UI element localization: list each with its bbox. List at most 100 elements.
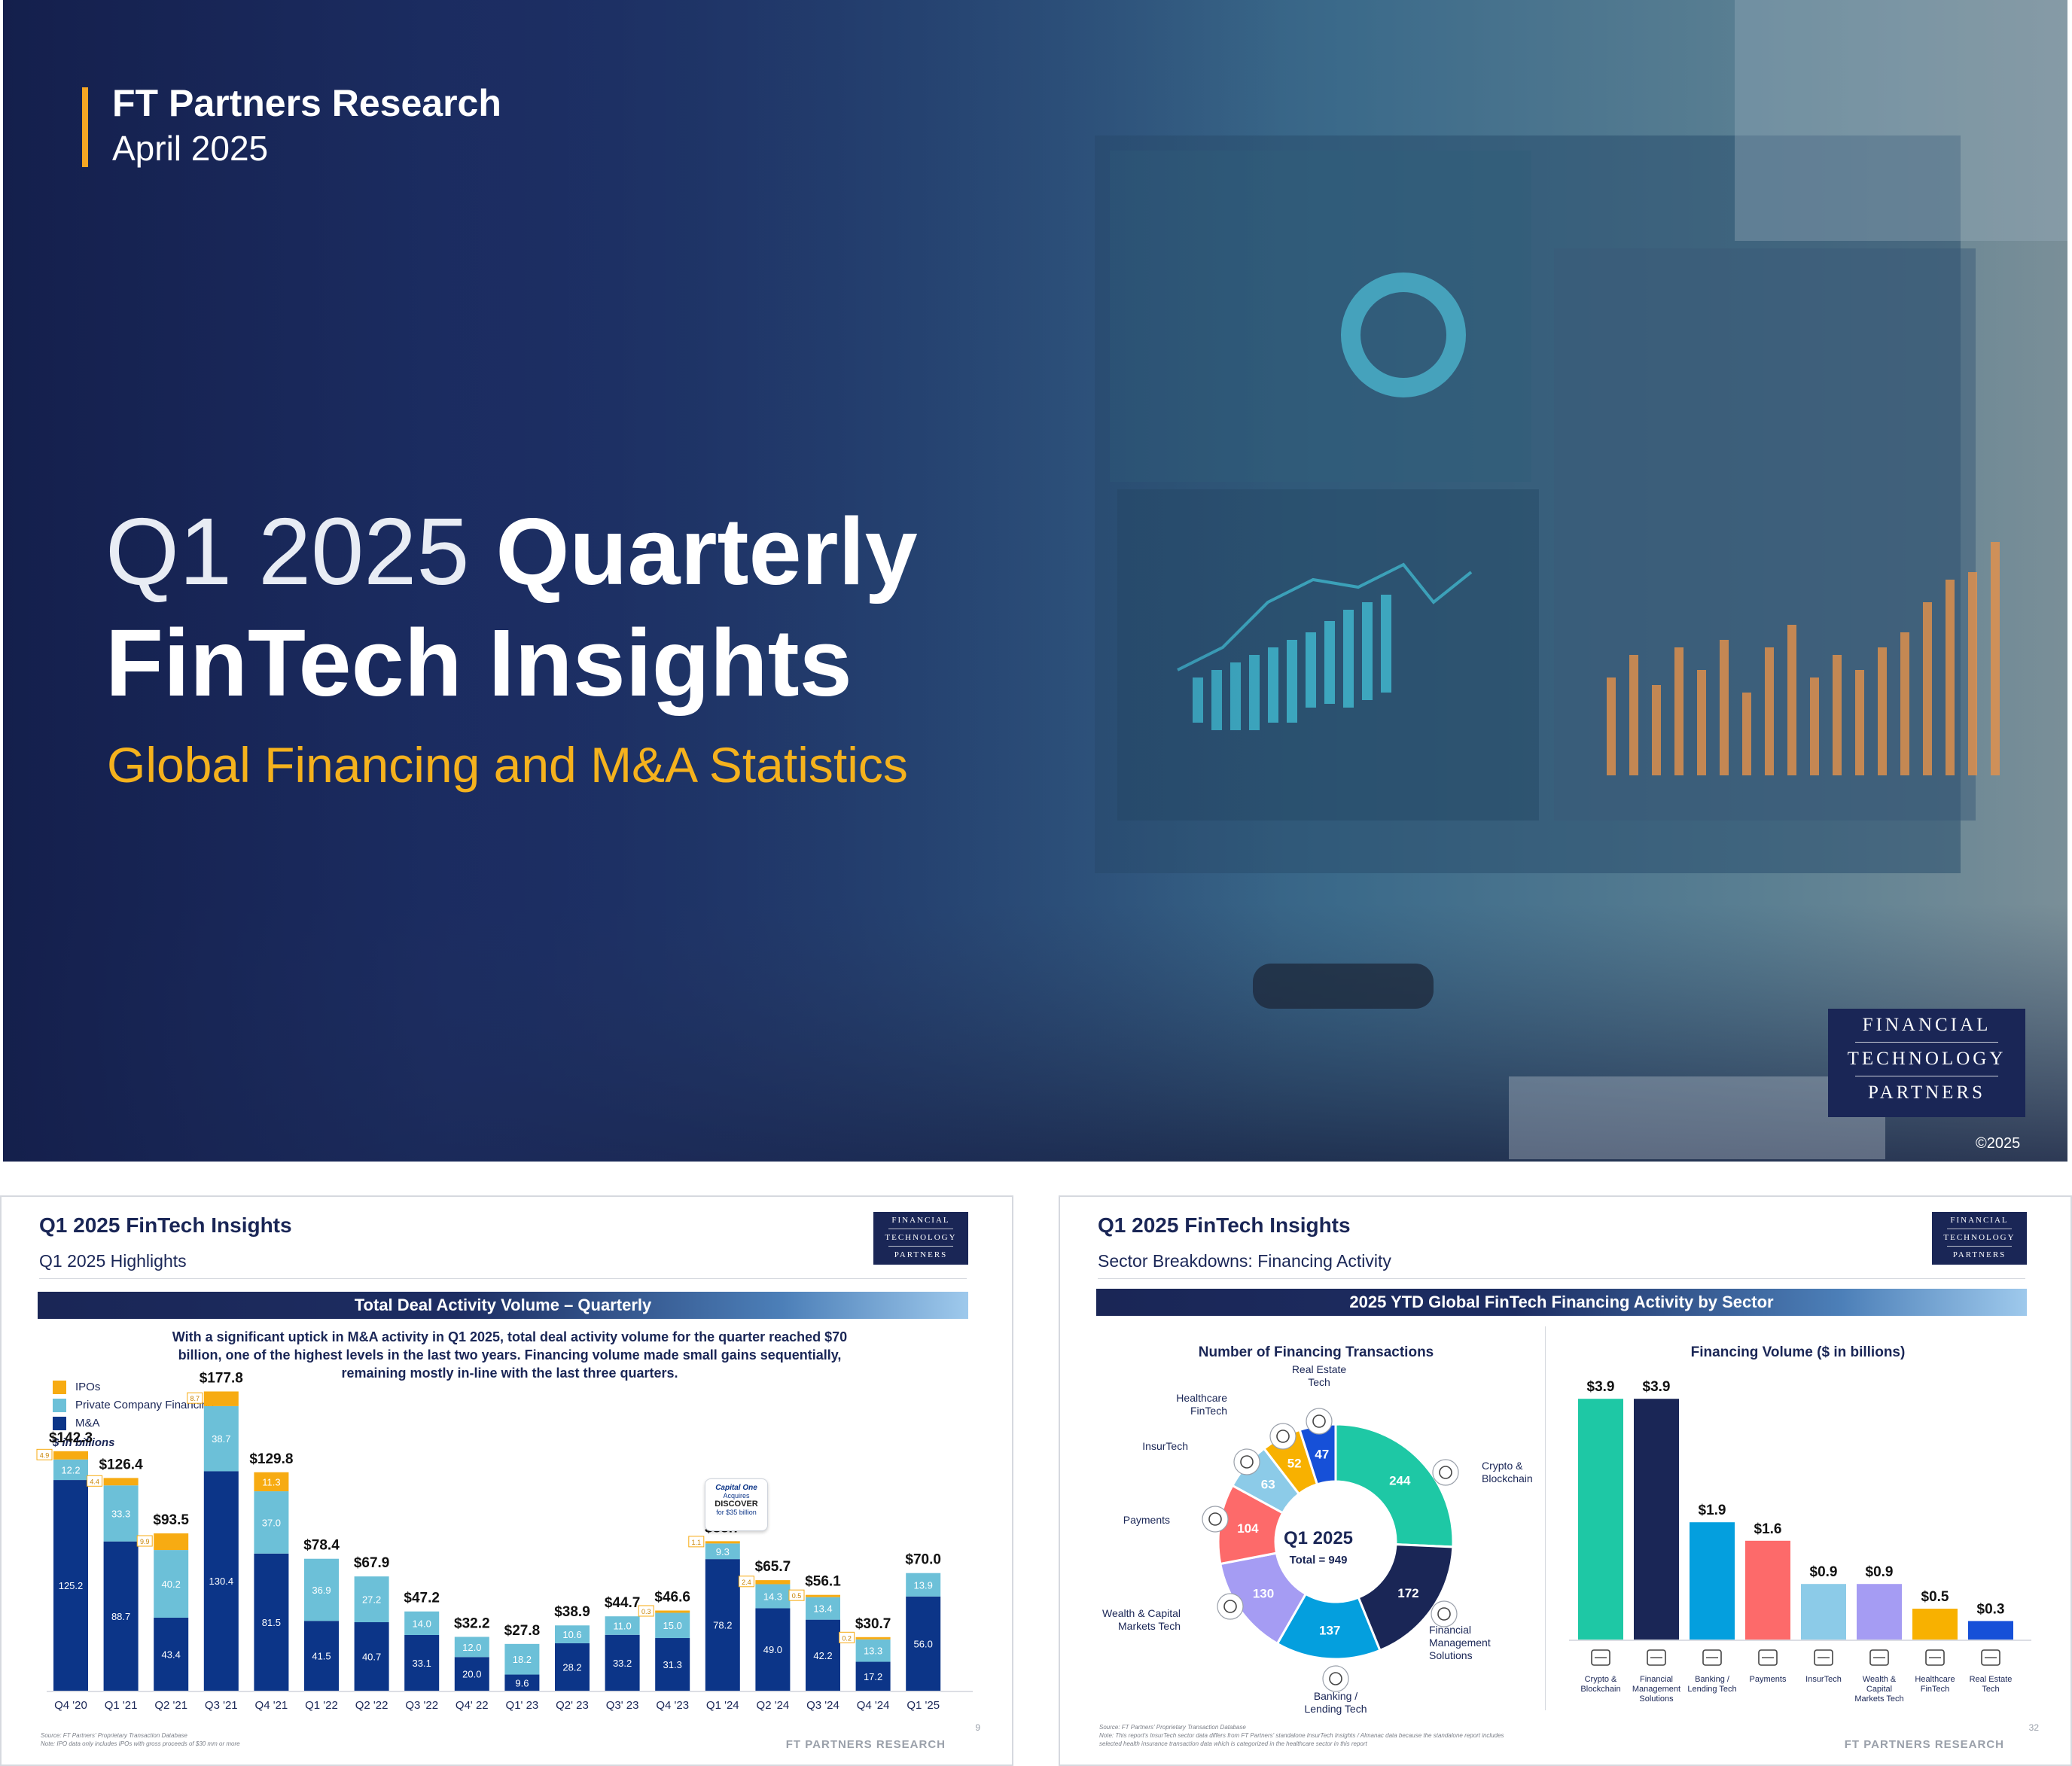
donut-category-label: InsurTech <box>1142 1440 1188 1452</box>
bar-segment-ipo <box>855 1637 891 1640</box>
x-tick-label: Q1' 23 <box>506 1699 539 1712</box>
cover-title-line1: Q1 2025 Quarterly <box>105 497 918 606</box>
sector-icon <box>1329 1672 1342 1685</box>
bar-label-ma: 28.2 <box>562 1661 581 1673</box>
cover-logo: FINANCIAL TECHNOLOGY PARTNERS <box>1828 1009 2025 1117</box>
cover-logo-line3: PARTNERS <box>1867 1082 1985 1103</box>
ipo-label-box <box>36 1448 53 1460</box>
bar-segment-ma <box>655 1638 690 1691</box>
bar-label-private: 14.3 <box>763 1591 782 1602</box>
bar-total-label: $32.2 <box>454 1615 490 1631</box>
bar-total-label: $93.5 <box>153 1512 189 1528</box>
sector-icon-circle <box>1233 1448 1260 1475</box>
sector-category-label: InsurTech <box>1805 1675 1842 1684</box>
donut-value-label: 244 <box>1389 1473 1411 1487</box>
bank-icon <box>1702 1649 1722 1666</box>
donut-value-label: 47 <box>1315 1447 1329 1461</box>
sector-category-label: Wealth & Capital Markets Tech <box>1854 1675 1903 1704</box>
bar-label-private: 27.2 <box>362 1594 381 1606</box>
financing-count-donut: 244 Crypto & Blockchain 172 Financial Managem… <box>1102 1363 1533 1715</box>
sector-bar <box>1634 1399 1679 1640</box>
bar-label-ma: 78.2 <box>713 1620 732 1631</box>
footnotes: Source: FT Partners' Proprietary Transac… <box>41 1731 240 1748</box>
x-tick-label: Q4 '24 <box>857 1699 890 1712</box>
sector-category-label: Healthcare FinTech <box>1915 1675 1955 1694</box>
bar-label-ipo: 0.5 <box>792 1592 802 1600</box>
footnote-source: Source: FT Partners' Proprietary Transac… <box>1099 1724 1246 1731</box>
legend-label: M&A <box>75 1417 100 1430</box>
x-tick-label: Q2' 23 <box>556 1699 589 1712</box>
slide-logo: FINANCIAL TECHNOLOGY PARTNERS <box>1932 1212 2027 1265</box>
slide-logo: FINANCIAL TECHNOLOGY PARTNERS <box>873 1212 968 1265</box>
sector-bar <box>1578 1399 1623 1640</box>
bar-total-label: $38.9 <box>554 1604 590 1620</box>
bar-label-ipo: 2.4 <box>742 1579 751 1586</box>
bar-segment-private <box>555 1625 590 1643</box>
donut-slice <box>1357 1543 1455 1652</box>
footnote-source: Source: FT Partners' Proprietary Transac… <box>41 1732 187 1739</box>
highlights-slide: Q1 2025 FinTech Insights Q1 2025 Highlig… <box>0 1195 1013 1766</box>
unit-label: $ in billions <box>53 1436 115 1449</box>
section-banner: 2025 YTD Global FinTech Financing Activi… <box>1096 1289 2027 1316</box>
bar-segment-ma <box>705 1559 740 1691</box>
bar-total-label: $56.1 <box>805 1574 841 1590</box>
bar-segment-ma <box>103 1541 139 1691</box>
slide-divider <box>1098 1278 2025 1279</box>
bar-segment-ma <box>555 1643 590 1691</box>
bar-label-ma: 43.4 <box>162 1649 181 1660</box>
sector-icon <box>1439 1466 1452 1479</box>
callout-verb: Acquires <box>723 1492 750 1500</box>
column-divider <box>1545 1326 1546 1710</box>
section-banner: Total Deal Activity Volume – Quarterly <box>38 1292 968 1319</box>
bar-segment-ipo <box>655 1610 690 1613</box>
highlight-line: billion, one of the highest levels in th… <box>178 1347 842 1363</box>
x-tick-label: Q1 '25 <box>906 1699 940 1712</box>
bar-label-ma: 125.2 <box>59 1580 84 1591</box>
legend-label: Private Company Financing <box>75 1399 215 1411</box>
ipo-label-box <box>788 1589 805 1601</box>
x-tick-label: Q3 '21 <box>205 1699 238 1712</box>
bar-segment-ma <box>855 1661 891 1691</box>
logo-line2: TECHNOLOGY <box>1943 1233 2016 1242</box>
donut-category-label: Crypto & Blockchain <box>1482 1460 1533 1484</box>
sector-category-label: Financial Management Solutions <box>1632 1675 1680 1704</box>
bar-label-ma: 88.7 <box>111 1611 130 1622</box>
slide-subtitle: Sector Breakdowns: Financing Activity <box>1098 1251 1391 1271</box>
x-tick-label: Q3' 23 <box>606 1699 639 1712</box>
bar-segment-private <box>404 1611 440 1635</box>
ipo-label-box <box>136 1535 153 1547</box>
bar-total-label: $177.8 <box>200 1370 243 1386</box>
sector-bar-value: $3.9 <box>1643 1379 1671 1395</box>
donut-slice <box>1334 1423 1455 1548</box>
bar-label-private: 40.2 <box>162 1579 181 1590</box>
logo-line1: FINANCIAL <box>1950 1216 2009 1225</box>
page-number: 32 <box>2028 1722 2039 1733</box>
cover-subtitle: Global Financing and M&A Statistics <box>107 737 908 793</box>
bar-label-private: 10.6 <box>562 1629 581 1640</box>
bar-heading: Financing Volume ($ in billions) <box>1690 1344 1906 1360</box>
heart-monitor-icon <box>1925 1649 1945 1666</box>
slide-divider <box>39 1278 967 1279</box>
footer-brand: FT PARTNERS RESEARCH <box>1844 1738 2004 1751</box>
bar-label-private: 38.7 <box>212 1433 230 1445</box>
logo-line2: TECHNOLOGY <box>885 1233 957 1242</box>
footnote-note: Note: IPO data only includes IPOs with g… <box>41 1740 240 1747</box>
bar-label-ipo: 0.3 <box>641 1608 651 1615</box>
x-tick-label: Q1 '21 <box>105 1699 138 1712</box>
bar-total-label: $142.3 <box>49 1430 93 1446</box>
slide-subtitle: Q1 2025 Highlights <box>39 1251 187 1271</box>
ipo-label-box <box>688 1536 705 1548</box>
bar-total-label: $78.4 <box>303 1538 340 1554</box>
house-icon <box>1981 1649 2000 1666</box>
bar-segment-private <box>655 1612 690 1639</box>
sector-icon-circle <box>1269 1423 1297 1450</box>
bar-segment-ipo <box>103 1478 139 1486</box>
bar-segment-private <box>705 1543 740 1560</box>
bar-label-private: 37.0 <box>262 1517 281 1528</box>
highlight-text: With a significant uptick in M&A activit… <box>122 1328 897 1382</box>
donut-category-label: Banking / Lending Tech <box>1304 1690 1367 1715</box>
x-tick-label: Q4 '20 <box>54 1699 87 1712</box>
growth-chart-icon <box>1869 1649 1889 1666</box>
bar-label-private: 36.9 <box>312 1585 331 1596</box>
bar-segment-private <box>53 1459 88 1481</box>
